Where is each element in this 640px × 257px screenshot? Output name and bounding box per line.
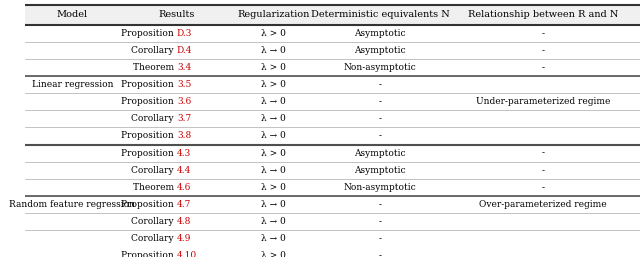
Text: 4.10: 4.10 bbox=[177, 251, 197, 257]
Bar bbox=[24, 42, 640, 59]
Bar bbox=[24, 110, 640, 127]
Text: 3.6: 3.6 bbox=[177, 97, 191, 106]
Text: 3.4: 3.4 bbox=[177, 63, 191, 72]
Bar bbox=[24, 5, 640, 25]
Text: λ → 0: λ → 0 bbox=[261, 46, 286, 55]
Text: Corollary: Corollary bbox=[131, 114, 177, 123]
Text: 4.7: 4.7 bbox=[177, 200, 191, 209]
Text: Relationship between R and Ν: Relationship between R and Ν bbox=[468, 10, 618, 19]
Text: -: - bbox=[378, 217, 381, 226]
Text: -: - bbox=[541, 183, 545, 192]
Text: 4.8: 4.8 bbox=[177, 217, 191, 226]
Text: λ → 0: λ → 0 bbox=[261, 97, 286, 106]
Text: λ → 0: λ → 0 bbox=[261, 217, 286, 226]
Text: Proposition: Proposition bbox=[121, 97, 177, 106]
Text: Proposition: Proposition bbox=[121, 251, 177, 257]
Text: -: - bbox=[378, 234, 381, 243]
Text: -: - bbox=[378, 114, 381, 123]
Text: Asymptotic: Asymptotic bbox=[354, 149, 406, 158]
Text: -: - bbox=[378, 97, 381, 106]
Text: Proposition: Proposition bbox=[121, 80, 177, 89]
Text: -: - bbox=[541, 29, 545, 38]
Text: λ → 0: λ → 0 bbox=[261, 200, 286, 209]
Text: Corollary: Corollary bbox=[131, 46, 177, 55]
Text: Theorem: Theorem bbox=[133, 183, 177, 192]
Text: -: - bbox=[541, 166, 545, 175]
Text: 3.5: 3.5 bbox=[177, 80, 191, 89]
Bar bbox=[24, 127, 640, 144]
Text: -: - bbox=[541, 149, 545, 158]
Text: Model: Model bbox=[57, 10, 88, 19]
Text: D.3: D.3 bbox=[177, 29, 192, 38]
Text: Theorem: Theorem bbox=[133, 63, 177, 72]
Bar bbox=[24, 162, 640, 179]
Text: Corollary: Corollary bbox=[131, 217, 177, 226]
Bar bbox=[24, 213, 640, 230]
Bar bbox=[24, 230, 640, 247]
Bar bbox=[24, 76, 640, 93]
Text: Non-asymptotic: Non-asymptotic bbox=[344, 183, 417, 192]
Text: Asymptotic: Asymptotic bbox=[354, 46, 406, 55]
Text: -: - bbox=[541, 46, 545, 55]
Text: -: - bbox=[541, 63, 545, 72]
Bar bbox=[24, 196, 640, 213]
Text: Proposition: Proposition bbox=[121, 200, 177, 209]
Text: Under-parameterized regime: Under-parameterized regime bbox=[476, 97, 611, 106]
Text: λ → 0: λ → 0 bbox=[261, 234, 286, 243]
Text: Proposition: Proposition bbox=[121, 131, 177, 140]
Text: 4.6: 4.6 bbox=[177, 183, 191, 192]
Text: Linear regression: Linear regression bbox=[31, 80, 113, 89]
Text: 4.4: 4.4 bbox=[177, 166, 191, 175]
Text: λ > 0: λ > 0 bbox=[261, 63, 286, 72]
Text: 3.7: 3.7 bbox=[177, 114, 191, 123]
Text: D.4: D.4 bbox=[177, 46, 193, 55]
Text: Asymptotic: Asymptotic bbox=[354, 29, 406, 38]
Text: λ → 0: λ → 0 bbox=[261, 166, 286, 175]
Text: -: - bbox=[378, 200, 381, 209]
Text: λ > 0: λ > 0 bbox=[261, 251, 286, 257]
Bar bbox=[24, 59, 640, 76]
Text: Asymptotic: Asymptotic bbox=[354, 166, 406, 175]
Text: -: - bbox=[378, 80, 381, 89]
Text: Proposition: Proposition bbox=[121, 149, 177, 158]
Text: Over-parameterized regime: Over-parameterized regime bbox=[479, 200, 607, 209]
Bar bbox=[24, 144, 640, 162]
Text: Random feature regression: Random feature regression bbox=[9, 200, 135, 209]
Bar bbox=[24, 25, 640, 42]
Text: 4.3: 4.3 bbox=[177, 149, 191, 158]
Text: λ > 0: λ > 0 bbox=[261, 29, 286, 38]
Text: Non-asymptotic: Non-asymptotic bbox=[344, 63, 417, 72]
Text: Results: Results bbox=[159, 10, 195, 19]
Text: Corollary: Corollary bbox=[131, 166, 177, 175]
Text: Corollary: Corollary bbox=[131, 234, 177, 243]
Text: Proposition: Proposition bbox=[121, 29, 177, 38]
Text: 3.8: 3.8 bbox=[177, 131, 191, 140]
Bar bbox=[24, 247, 640, 257]
Text: λ → 0: λ → 0 bbox=[261, 131, 286, 140]
Bar bbox=[24, 179, 640, 196]
Text: λ > 0: λ > 0 bbox=[261, 80, 286, 89]
Bar bbox=[24, 93, 640, 110]
Text: λ → 0: λ → 0 bbox=[261, 114, 286, 123]
Text: 4.9: 4.9 bbox=[177, 234, 191, 243]
Text: λ > 0: λ > 0 bbox=[261, 183, 286, 192]
Text: Deterministic equivalents Ν: Deterministic equivalents Ν bbox=[310, 10, 449, 19]
Text: -: - bbox=[378, 251, 381, 257]
Text: λ > 0: λ > 0 bbox=[261, 149, 286, 158]
Text: -: - bbox=[378, 131, 381, 140]
Text: Regularization: Regularization bbox=[237, 10, 310, 19]
